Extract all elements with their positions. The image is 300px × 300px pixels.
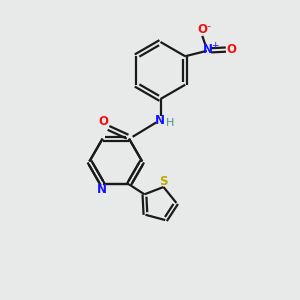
Text: O: O (226, 43, 236, 56)
Text: S: S (159, 175, 168, 188)
Text: H: H (166, 118, 174, 128)
Text: N: N (203, 43, 213, 56)
Text: +: + (212, 41, 219, 50)
Text: N: N (97, 183, 107, 196)
Text: O: O (197, 23, 207, 36)
Text: -: - (207, 21, 211, 31)
Text: N: N (155, 114, 165, 127)
Text: O: O (98, 115, 108, 128)
